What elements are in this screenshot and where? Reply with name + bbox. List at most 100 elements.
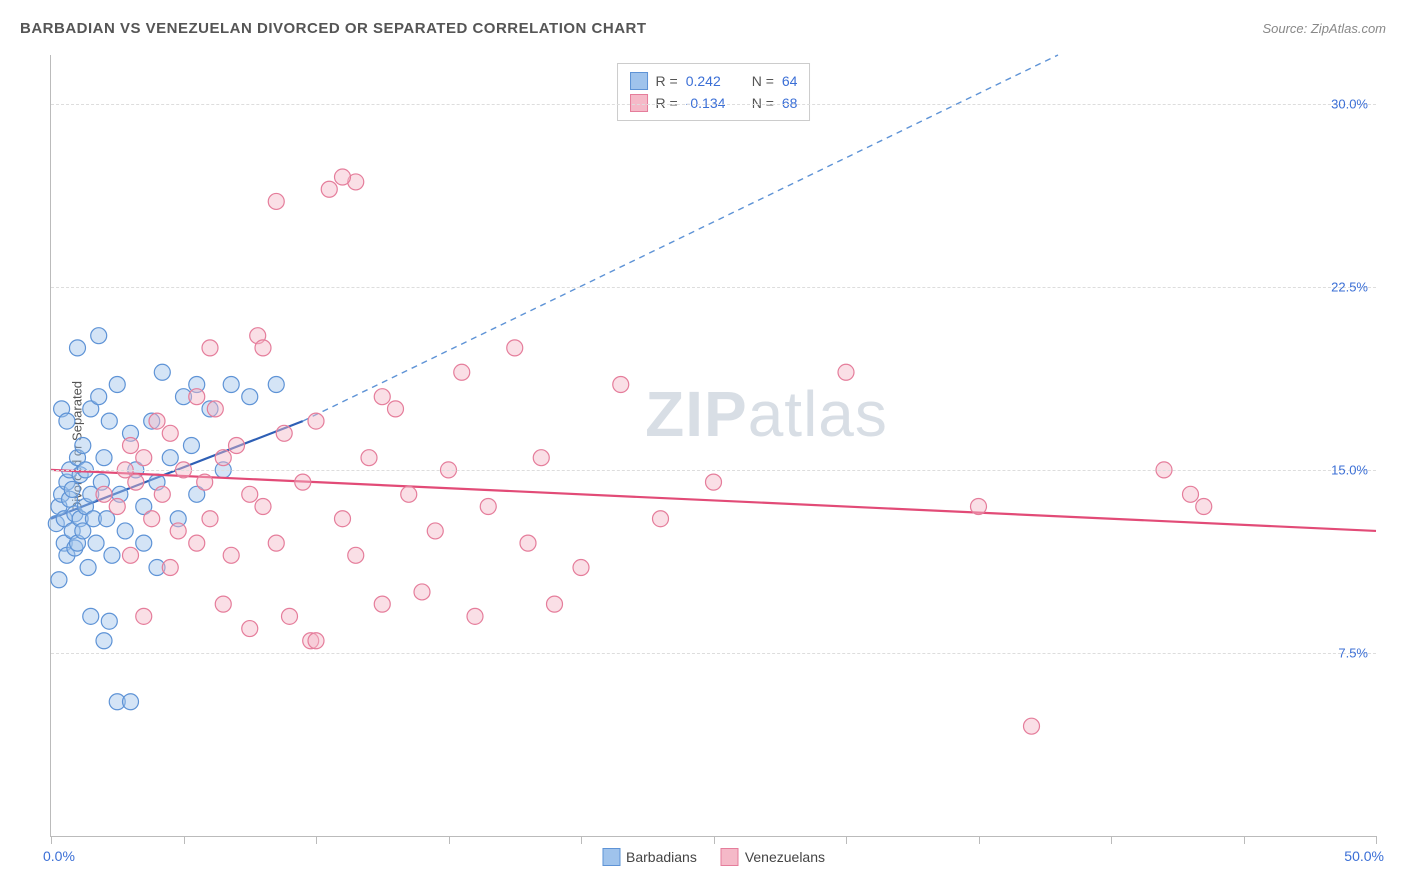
chart-svg xyxy=(51,55,1376,836)
data-point xyxy=(117,523,133,539)
data-point xyxy=(136,608,152,624)
legend-bottom-item: Barbadians xyxy=(602,848,697,866)
data-point xyxy=(547,596,563,612)
y-tick-label: 22.5% xyxy=(1331,279,1368,294)
data-point xyxy=(467,608,483,624)
data-point xyxy=(507,340,523,356)
data-point xyxy=(454,364,470,380)
data-point xyxy=(229,438,245,454)
data-point xyxy=(123,438,139,454)
data-point xyxy=(427,523,443,539)
data-point xyxy=(83,608,99,624)
data-point xyxy=(136,450,152,466)
data-point xyxy=(268,535,284,551)
plot-area: ZIPatlas R =0.242N =64R =-0.134N =68 Bar… xyxy=(50,55,1376,837)
data-point xyxy=(401,486,417,502)
data-point xyxy=(335,511,351,527)
data-point xyxy=(348,547,364,563)
data-point xyxy=(838,364,854,380)
legend-r-value: 0.242 xyxy=(686,73,738,89)
data-point xyxy=(101,613,117,629)
legend-series-label: Venezuelans xyxy=(745,849,825,865)
data-point xyxy=(59,413,75,429)
data-point xyxy=(374,389,390,405)
data-point xyxy=(183,438,199,454)
data-point xyxy=(189,389,205,405)
data-point xyxy=(653,511,669,527)
data-point xyxy=(520,535,536,551)
data-point xyxy=(51,572,67,588)
data-point xyxy=(573,560,589,576)
x-min-label: 0.0% xyxy=(43,848,75,864)
title-bar: BARBADIAN VS VENEZUELAN DIVORCED OR SEPA… xyxy=(20,20,1386,37)
data-point xyxy=(268,193,284,209)
data-point xyxy=(197,474,213,490)
data-point xyxy=(144,511,160,527)
legend-top: R =0.242N =64R =-0.134N =68 xyxy=(617,63,811,121)
data-point xyxy=(96,486,112,502)
x-tick xyxy=(51,836,52,844)
data-point xyxy=(480,499,496,515)
data-point xyxy=(154,486,170,502)
legend-swatch xyxy=(721,848,739,866)
data-point xyxy=(971,499,987,515)
data-point xyxy=(149,413,165,429)
source-label: Source: ZipAtlas.com xyxy=(1262,21,1386,36)
legend-top-row: R = 0.242 N = 64 xyxy=(630,70,798,92)
legend-n-label: N = xyxy=(752,73,774,89)
data-point xyxy=(242,621,258,637)
data-point xyxy=(101,413,117,429)
x-tick xyxy=(1111,836,1112,844)
x-tick xyxy=(184,836,185,844)
data-point xyxy=(207,401,223,417)
chart-title: BARBADIAN VS VENEZUELAN DIVORCED OR SEPA… xyxy=(20,20,647,37)
gridline-h xyxy=(51,470,1376,471)
data-point xyxy=(64,481,80,497)
legend-n-value: 64 xyxy=(782,73,798,89)
data-point xyxy=(361,450,377,466)
data-point xyxy=(154,364,170,380)
y-tick-label: 15.0% xyxy=(1331,462,1368,477)
legend-bottom-item: Venezuelans xyxy=(721,848,825,866)
data-point xyxy=(202,511,218,527)
data-point xyxy=(276,425,292,441)
data-point xyxy=(268,376,284,392)
legend-series-label: Barbadians xyxy=(626,849,697,865)
data-point xyxy=(255,499,271,515)
x-tick xyxy=(979,836,980,844)
data-point xyxy=(1024,718,1040,734)
data-point xyxy=(109,499,125,515)
data-point xyxy=(70,340,86,356)
data-point xyxy=(388,401,404,417)
data-point xyxy=(308,633,324,649)
x-tick xyxy=(846,836,847,844)
data-point xyxy=(96,633,112,649)
data-point xyxy=(374,596,390,612)
legend-swatch xyxy=(630,72,648,90)
data-point xyxy=(242,486,258,502)
x-tick xyxy=(1376,836,1377,844)
data-point xyxy=(533,450,549,466)
data-point xyxy=(88,535,104,551)
legend-swatch xyxy=(602,848,620,866)
data-point xyxy=(321,181,337,197)
x-tick xyxy=(449,836,450,844)
data-point xyxy=(189,535,205,551)
data-point xyxy=(162,560,178,576)
x-tick xyxy=(316,836,317,844)
data-point xyxy=(91,328,107,344)
legend-bottom: Barbadians Venezuelans xyxy=(602,848,825,866)
data-point xyxy=(613,376,629,392)
legend-r-label: R = xyxy=(656,73,678,89)
data-point xyxy=(170,523,186,539)
data-point xyxy=(215,596,231,612)
x-tick xyxy=(581,836,582,844)
data-point xyxy=(136,535,152,551)
x-tick xyxy=(1244,836,1245,844)
gridline-h xyxy=(51,287,1376,288)
data-point xyxy=(162,450,178,466)
gridline-h xyxy=(51,653,1376,654)
data-point xyxy=(223,376,239,392)
data-point xyxy=(242,389,258,405)
data-point xyxy=(202,340,218,356)
